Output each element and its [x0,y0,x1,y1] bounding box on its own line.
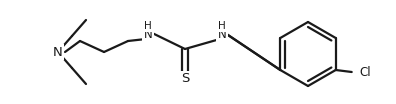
Text: N: N [53,46,63,58]
Text: H: H [218,21,226,31]
Text: S: S [181,72,189,85]
Text: N: N [218,28,227,41]
Text: H: H [144,21,152,31]
Text: N: N [144,28,152,41]
Text: Cl: Cl [360,66,371,79]
